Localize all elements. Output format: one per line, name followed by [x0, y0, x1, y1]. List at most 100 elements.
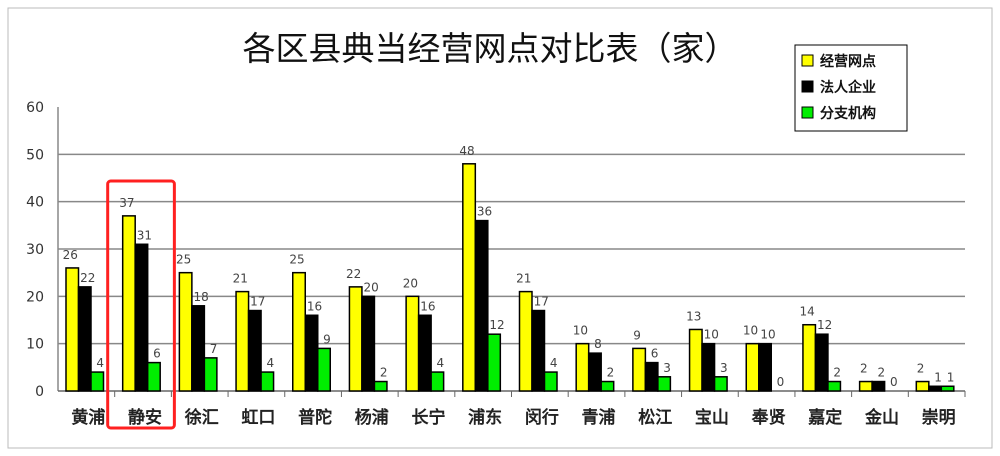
legend-swatch [801, 106, 814, 119]
data-label: 20 [364, 280, 379, 294]
legend-swatch [801, 54, 814, 67]
data-label: 14 [800, 305, 815, 319]
data-label: 18 [193, 290, 208, 304]
x-tick-label: 青浦 [582, 407, 616, 428]
legend-swatch [801, 80, 814, 93]
data-label: 25 [176, 253, 191, 267]
x-tick-label: 金山 [864, 407, 899, 428]
data-label: 12 [817, 318, 832, 332]
data-label: 10 [573, 324, 588, 338]
data-label: 16 [307, 299, 322, 313]
data-label: 48 [459, 144, 474, 158]
bar [121, 215, 136, 392]
bar [688, 328, 703, 392]
bar [575, 342, 590, 392]
bar [260, 371, 275, 392]
bar [858, 380, 873, 392]
data-label: 20 [403, 276, 418, 290]
data-label: 1 [934, 370, 942, 384]
bar [361, 295, 376, 392]
bar [203, 357, 218, 392]
bar [247, 309, 262, 392]
x-tick-label: 长宁 [411, 407, 445, 428]
data-label: 3 [663, 361, 671, 375]
data-label: 6 [153, 347, 161, 361]
data-label: 16 [420, 299, 435, 313]
bar [134, 243, 149, 392]
y-tick-label: 40 [26, 195, 44, 211]
bar [65, 267, 80, 392]
data-label: 10 [760, 328, 775, 342]
bar [146, 361, 161, 392]
bar [915, 380, 930, 392]
data-label: 0 [890, 375, 898, 389]
data-label: 4 [550, 356, 558, 370]
chart-title: 各区县典当经营网点对比表（家） [243, 29, 738, 68]
y-tick-label: 60 [26, 100, 44, 116]
bar [178, 271, 193, 392]
data-label: 2 [607, 366, 615, 380]
data-label: 9 [633, 328, 641, 342]
x-tick-label: 闵行 [525, 407, 559, 428]
y-tick-label: 10 [26, 337, 44, 353]
bar [417, 314, 432, 392]
data-label: 25 [289, 253, 304, 267]
bar [657, 376, 672, 392]
data-label: 4 [437, 356, 445, 370]
data-label: 1 [947, 370, 955, 384]
legend-label: 法人企业 [820, 79, 876, 96]
y-tick-label: 30 [26, 242, 44, 258]
data-label: 26 [63, 248, 78, 262]
highlight-box [106, 179, 176, 430]
data-label: 2 [860, 362, 868, 376]
bar [827, 380, 842, 392]
bar [758, 342, 772, 392]
bar [90, 371, 105, 392]
bar [713, 376, 728, 392]
bar [462, 163, 477, 392]
bar [304, 314, 319, 392]
bar [235, 290, 250, 392]
x-tick-label: 普陀 [298, 407, 332, 428]
bar [701, 342, 716, 392]
bar [191, 305, 206, 392]
data-label: 21 [233, 272, 248, 286]
bar [77, 286, 92, 392]
bar [531, 309, 546, 392]
data-label: 2 [380, 366, 388, 380]
legend-box [794, 44, 908, 132]
data-label: 4 [96, 356, 104, 370]
data-label: 22 [80, 271, 95, 285]
bar [814, 333, 829, 392]
x-tick-label: 奉贤 [751, 407, 786, 428]
legend-label: 经营网点 [820, 53, 876, 70]
x-tick-label: 崇明 [922, 408, 956, 428]
data-label: 7 [210, 342, 218, 356]
data-label: 31 [137, 228, 152, 242]
bar [317, 347, 331, 392]
data-label: 3 [720, 361, 728, 375]
bar [430, 371, 445, 392]
x-tick-label: 宝山 [695, 407, 729, 428]
x-tick-label: 杨浦 [355, 407, 389, 428]
y-tick-label: 0 [35, 384, 44, 400]
data-label: 0 [777, 375, 785, 389]
bar [373, 380, 388, 392]
bar [632, 347, 647, 392]
data-label: 36 [477, 205, 492, 219]
bar [745, 342, 760, 392]
bar [292, 271, 306, 392]
data-label: 8 [594, 337, 602, 351]
x-tick-label: 徐汇 [184, 407, 219, 428]
bar [518, 290, 533, 392]
data-label: 10 [704, 328, 719, 342]
data-label: 6 [651, 347, 659, 361]
bar [871, 380, 886, 392]
x-tick-label: 黄浦 [71, 407, 105, 428]
bar [587, 352, 602, 392]
data-label: 9 [323, 332, 331, 346]
bar [928, 385, 943, 392]
x-tick-label: 松江 [638, 407, 672, 428]
